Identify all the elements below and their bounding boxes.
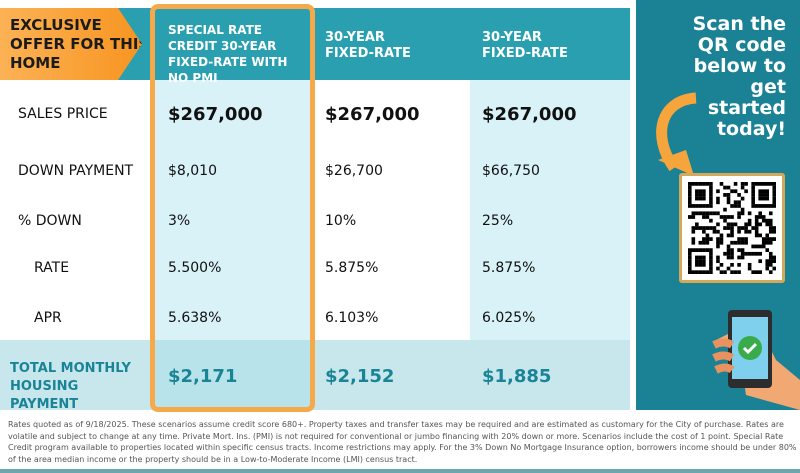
row-value: $267,000 <box>168 104 263 125</box>
row-value: 5.500% <box>168 260 222 276</box>
row-label: SALES PRICE <box>18 106 108 122</box>
row-value: 25% <box>482 213 514 229</box>
row-value: 5.875% <box>325 260 379 276</box>
row-value: $267,000 <box>325 104 420 125</box>
row-label: APR <box>34 310 62 326</box>
row-label: RATE <box>34 260 70 276</box>
qr-code[interactable] <box>679 173 785 283</box>
cta-text: Scan the QR code below to get started to… <box>692 13 786 140</box>
column-header-30yr-a: 30-YEAR FIXED-RATE <box>325 30 411 61</box>
row-value: 5.875% <box>482 260 536 276</box>
row-value: 10% <box>325 213 357 229</box>
row-value: 6.025% <box>482 310 536 326</box>
phone-hand-icon <box>712 310 800 410</box>
column-header-special: SPECIAL RATE CREDIT 30-YEAR FIXED-RATE W… <box>168 23 288 85</box>
total-value: $2,152 <box>325 366 395 387</box>
row-value: 5.638% <box>168 310 222 326</box>
row-value: $66,750 <box>482 163 540 179</box>
row-value: 3% <box>168 213 191 229</box>
total-label: TOTAL MONTHLY HOUSING PAYMENT <box>10 361 131 412</box>
row-label: % DOWN <box>18 213 82 229</box>
row-value: $26,700 <box>325 163 383 179</box>
total-row <box>0 340 630 410</box>
highlight-border <box>150 4 315 412</box>
column-header-30yr-b: 30-YEAR FIXED-RATE <box>482 30 568 61</box>
row-value: $267,000 <box>482 104 577 125</box>
exclusive-offer-banner: EXCLUSIVE OFFER FOR THIS HOME <box>0 8 142 80</box>
total-value: $2,171 <box>168 366 238 387</box>
arrow-icon <box>656 92 697 176</box>
row-label: DOWN PAYMENT <box>18 163 134 179</box>
footer-divider <box>0 469 800 473</box>
row-value: $8,010 <box>168 163 217 179</box>
row-value: 6.103% <box>325 310 379 326</box>
disclaimer: Rates quoted as of 9/18/2025. These scen… <box>8 420 797 464</box>
total-highlight <box>155 340 313 410</box>
total-value: $1,885 <box>482 366 552 387</box>
